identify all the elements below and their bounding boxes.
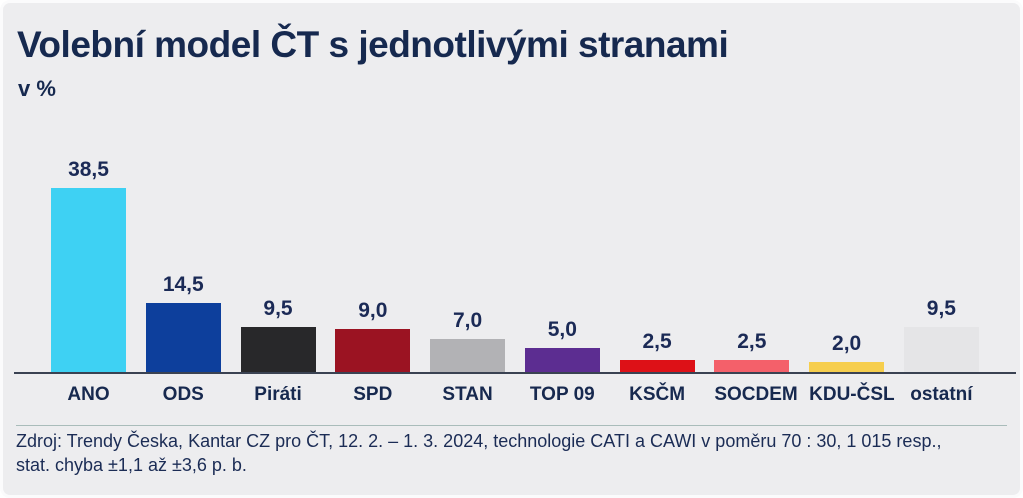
bar-group: 9,0 xyxy=(335,299,411,372)
bar xyxy=(240,327,316,372)
bar-value-label: 5,0 xyxy=(547,318,577,341)
category-label: ODS xyxy=(162,384,204,405)
bar xyxy=(714,360,790,372)
bar-value-label: 9,0 xyxy=(358,299,388,322)
bar xyxy=(430,339,506,372)
source-line-1: Zdroj: Trendy Česka, Kantar CZ pro ČT, 1… xyxy=(16,431,942,451)
bar-group: 2,0 xyxy=(809,332,885,372)
category-label: ostatní xyxy=(910,384,973,405)
bar xyxy=(809,362,885,372)
bar xyxy=(335,329,411,372)
chart-title: Volební model ČT s jednotlivými stranami xyxy=(17,24,729,65)
category-label: KSČM xyxy=(629,384,686,405)
source-line-2: stat. chyba ±1,1 až ±3,6 p. b. xyxy=(16,455,247,475)
x-axis-line xyxy=(14,372,1016,374)
footer-divider xyxy=(16,425,1007,426)
bar xyxy=(903,327,979,372)
bar xyxy=(145,303,221,372)
category-label: STAN xyxy=(442,384,493,405)
bar-group: 2,5 xyxy=(714,330,790,372)
bar-value-label: 9,5 xyxy=(263,297,293,320)
bar-value-label: 2,5 xyxy=(737,330,767,353)
bar-chart: 38,5 14,5 9,5 9,0 7,0 5,0 2,5 2,5 2,0 9,5 xyxy=(14,150,1016,372)
category-labels-row: ANO ODS Piráti SPD STAN TOP 09 KSČM SOCDEM KDU-Č… xyxy=(14,384,1016,406)
source-text: Zdroj: Trendy Česka, Kantar CZ pro ČT, 1… xyxy=(16,429,1010,477)
bar-value-label: 14,5 xyxy=(162,273,204,296)
bar-group: 2,5 xyxy=(619,330,695,372)
bar xyxy=(524,348,600,372)
bar-group: 9,5 xyxy=(903,297,979,372)
category-label: TOP 09 xyxy=(529,384,595,405)
category-label: SPD xyxy=(353,384,393,405)
bar-group: 7,0 xyxy=(430,309,506,372)
bar-group: 14,5 xyxy=(145,273,221,372)
bar-group: 5,0 xyxy=(524,318,600,372)
category-label: KDU-ČSL xyxy=(809,384,895,405)
bar-value-label: 9,5 xyxy=(926,297,956,320)
bar-group: 38,5 xyxy=(51,158,126,372)
category-label: Piráti xyxy=(254,384,302,405)
bar-value-label: 2,0 xyxy=(832,332,862,355)
bar-group: 9,5 xyxy=(240,297,316,372)
bar-value-label: 38,5 xyxy=(68,158,109,181)
bar-value-label: 2,5 xyxy=(642,330,672,353)
category-label: ANO xyxy=(67,384,110,405)
bar xyxy=(51,188,126,372)
bars-row: 38,5 14,5 9,5 9,0 7,0 5,0 2,5 2,5 2,0 9,5 xyxy=(14,150,1016,372)
category-label: SOCDEM xyxy=(714,384,798,405)
bar xyxy=(619,360,695,372)
bar-value-label: 7,0 xyxy=(452,309,483,332)
chart-subtitle: v % xyxy=(18,76,56,101)
